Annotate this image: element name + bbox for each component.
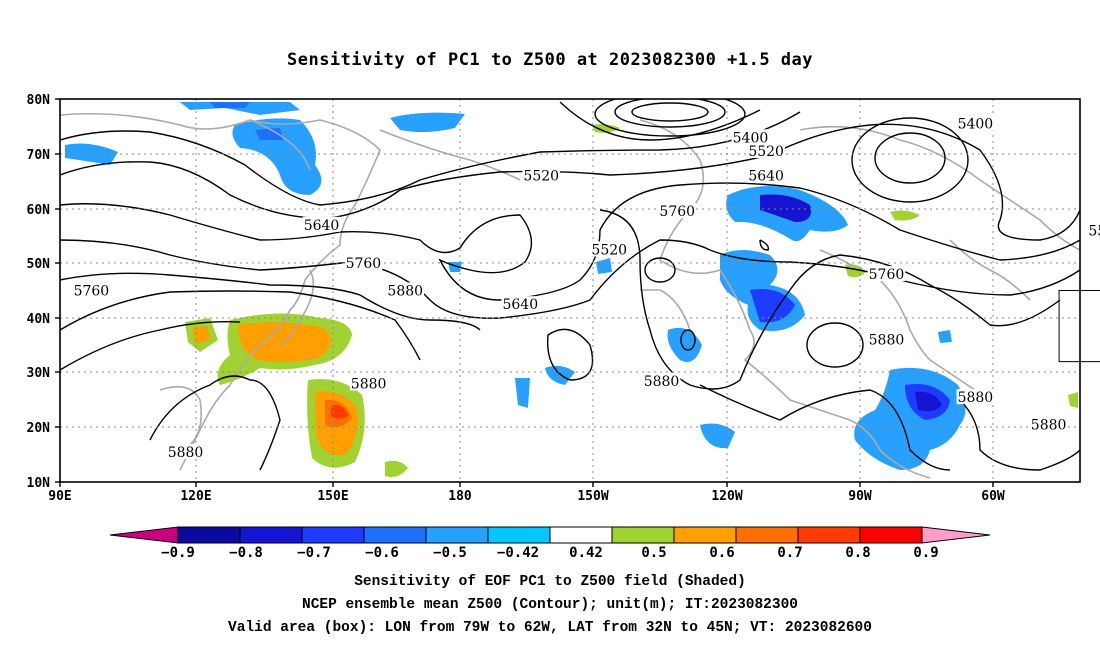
contour-label-bg <box>1087 222 1100 238</box>
colorbar-segment <box>673 526 737 544</box>
colorbar-label: −0.5 <box>433 545 467 561</box>
lon-label-180: 180 <box>448 489 472 504</box>
contour-label: 5880 <box>351 377 387 393</box>
contour-label-bg <box>590 241 629 257</box>
contour-label: 5880 <box>958 390 994 406</box>
colorbar-label: 0.9 <box>913 545 938 561</box>
contour-label-bg <box>867 331 906 347</box>
contour-label: 5400 <box>733 130 769 146</box>
axis-ticks <box>55 98 994 487</box>
colorbar-label: −0.8 <box>229 545 263 561</box>
colorbar-labels: −0.9 −0.8 −0.7 −0.6 −0.5 −0.42 0.42 0.5 … <box>161 545 939 561</box>
colorbar-label: 0.6 <box>709 545 734 561</box>
contour-label: 5640 <box>502 297 538 313</box>
lat-label-50n: 50N <box>27 257 51 272</box>
colorbar-segment <box>859 526 923 544</box>
contour-label-bg <box>386 282 425 298</box>
caption-line-1: Sensitivity of EOF PC1 to Z500 field (Sh… <box>354 574 746 590</box>
contour-label: 5760 <box>869 267 905 283</box>
lat-lon-grid <box>60 99 1080 482</box>
colorbar-under-triangle <box>109 526 179 544</box>
contour-label-bg <box>867 266 906 282</box>
contour-label-bg <box>747 167 785 183</box>
sensitivity-shading <box>65 102 1078 477</box>
contour-label-bg <box>956 115 995 131</box>
contour-label: 5640 <box>304 218 340 234</box>
contour-label-bg <box>166 443 205 459</box>
contour-label: 5880 <box>869 333 905 349</box>
colorbar-segment <box>425 526 489 544</box>
contour-label: 5880 <box>387 284 423 300</box>
lat-label-20n: 20N <box>27 421 51 436</box>
valid-area-box <box>1058 290 1100 363</box>
contour-label-bg <box>642 372 681 388</box>
contour-label: 5640 <box>748 169 784 185</box>
contour-label-bg <box>1029 416 1068 432</box>
lon-label-120w: 120W <box>711 489 742 504</box>
contour-label-bg <box>658 203 697 219</box>
contour-label: 5520 <box>1088 223 1100 239</box>
colorbar-over-triangle <box>921 526 991 544</box>
colorbar-label: 0.5 <box>641 545 666 561</box>
lon-label-150e: 150E <box>317 489 348 504</box>
lat-label-70n: 70N <box>27 148 51 163</box>
colorbar-segment <box>611 526 675 544</box>
colorbar-label: −0.9 <box>161 545 195 561</box>
colorbar-label: −0.42 <box>497 545 539 561</box>
contour-label: 5520 <box>748 144 784 160</box>
contour-label-bg <box>72 282 111 298</box>
plot-frame <box>59 98 1081 483</box>
caption-line-2: NCEP ensemble mean Z500 (Contour); unit(… <box>302 597 798 613</box>
lon-label-150w: 150W <box>577 489 608 504</box>
lon-label-60w: 60W <box>981 489 1005 504</box>
lat-label-60n: 60N <box>27 203 51 218</box>
contour-label: 5880 <box>644 374 680 390</box>
contour-label: 5760 <box>74 284 110 300</box>
contour-label-bg <box>522 167 561 183</box>
colorbar-segment <box>301 526 365 544</box>
colorbar-label: −0.7 <box>297 545 331 561</box>
contour-label-bg <box>501 296 540 312</box>
caption-line-3: Valid area (box): LON from 79W to 62W, L… <box>228 620 872 636</box>
contour-label-bg <box>731 129 770 145</box>
contour-label-bg <box>302 216 341 232</box>
contour-label: 5760 <box>346 256 382 272</box>
colorbar-segment <box>363 526 427 544</box>
colorbar-segment <box>797 526 861 544</box>
lon-label-90e: 90E <box>48 489 71 504</box>
lat-label-30n: 30N <box>27 366 51 381</box>
contour-label: 5520 <box>591 242 627 258</box>
contour-label-bg <box>344 255 383 271</box>
colorbar-label: 0.7 <box>777 545 802 561</box>
lat-label-10n: 10N <box>27 476 51 491</box>
contour-label: 5880 <box>168 445 204 461</box>
contour-label: 5400 <box>958 117 994 133</box>
colorbar-segment <box>177 526 241 544</box>
contour-label: 5520 <box>523 169 559 185</box>
colorbar-label: 0.8 <box>845 545 870 561</box>
colorbar <box>109 526 991 544</box>
lon-label-120e: 120E <box>180 489 211 504</box>
chart-title: Sensitivity of PC1 to Z500 at 2023082300… <box>286 50 813 70</box>
z500-contours <box>60 99 1080 471</box>
colorbar-segment <box>549 526 613 544</box>
colorbar-segment <box>239 526 303 544</box>
colorbar-segment <box>487 526 551 544</box>
contour-label-bg <box>956 389 995 405</box>
lat-label-80n: 80N <box>27 93 51 108</box>
contour-label-bg <box>349 375 388 391</box>
colorbar-segment <box>735 526 799 544</box>
contour-label: 5880 <box>1031 418 1067 434</box>
contour-label: 5760 <box>659 204 695 220</box>
lon-label-90w: 90W <box>848 489 872 504</box>
lat-label-40n: 40N <box>27 312 51 327</box>
colorbar-label: −0.6 <box>365 545 399 561</box>
colorbar-label: 0.42 <box>569 545 603 561</box>
contour-label-bg <box>747 142 785 158</box>
